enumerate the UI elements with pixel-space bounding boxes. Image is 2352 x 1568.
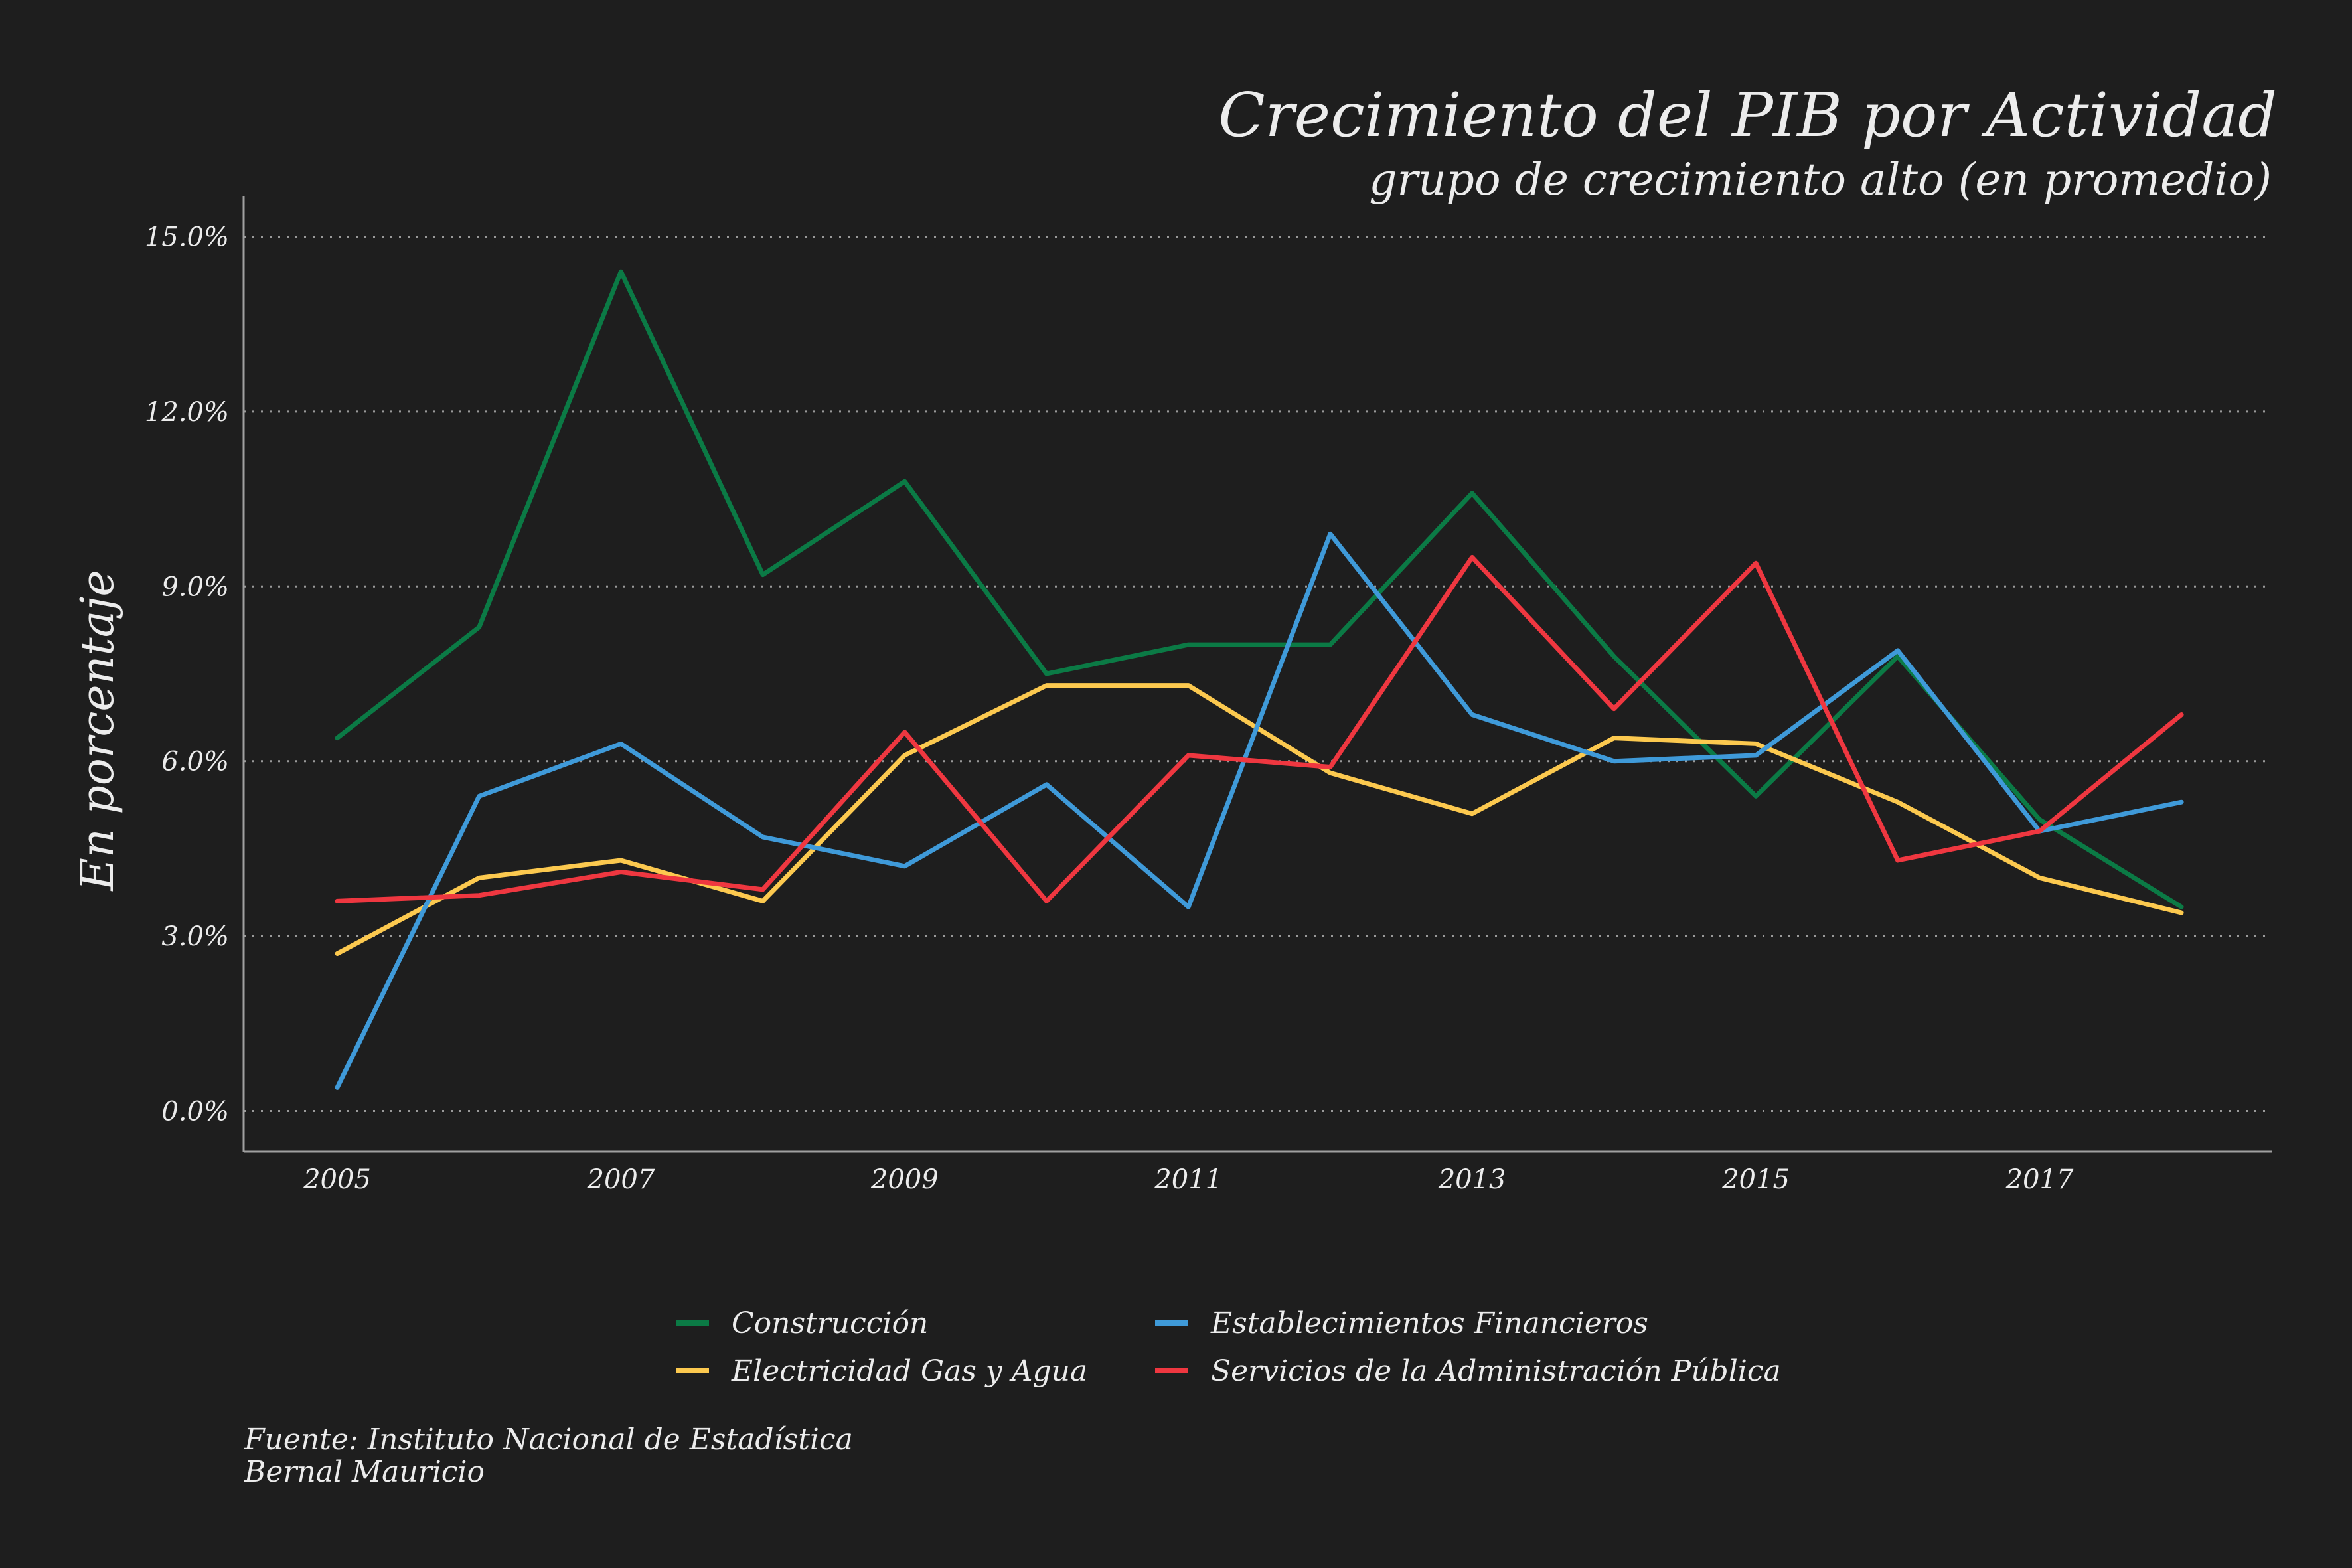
x-tick-label: 2005 xyxy=(303,1164,371,1195)
y-tick-labels: 0.0% 3.0% 6.0% 9.0% 12.0% 15.0% xyxy=(145,222,229,1127)
series-line-4 xyxy=(335,554,2184,903)
caption-author: Bernal Mauricio xyxy=(244,1455,485,1489)
x-tick-label: 2013 xyxy=(1438,1164,1506,1195)
axes xyxy=(242,196,2272,1153)
y-tick-label: 6.0% xyxy=(161,747,229,777)
x-tick-label: 2007 xyxy=(587,1164,655,1195)
y-tick-label: 15.0% xyxy=(145,222,229,252)
y-tick-label: 0.0% xyxy=(161,1097,229,1127)
legend: Construcción Electricidad Gas y Agua Estab… xyxy=(676,1306,1781,1388)
legend-label: Construcción xyxy=(732,1306,928,1340)
series-line-1 xyxy=(335,269,2184,909)
x-tick-label: 2015 xyxy=(1721,1164,1790,1195)
series-lines xyxy=(335,269,2184,1090)
legend-label: Servicios de la Administración Pública xyxy=(1211,1354,1781,1388)
series-line-2 xyxy=(335,683,2184,956)
legend-label: Establecimientos Financieros xyxy=(1210,1306,1648,1340)
chart-subtitle: grupo de crecimiento alto (en promedio) xyxy=(1369,154,2272,205)
x-tick-label: 2011 xyxy=(1154,1164,1222,1195)
legend-label: Electricidad Gas y Agua xyxy=(731,1354,1087,1388)
gridlines xyxy=(244,235,2272,1113)
chart-title: Crecimiento del PIB por Actividad xyxy=(1218,80,2277,151)
x-tick-labels: 2005 2007 2009 2011 2013 2015 2017 xyxy=(303,1164,2074,1195)
series-line-3 xyxy=(335,531,2184,1090)
x-tick-label: 2017 xyxy=(2005,1164,2074,1195)
y-tick-label: 9.0% xyxy=(161,572,229,602)
y-tick-label: 12.0% xyxy=(145,397,229,428)
caption-source: Fuente: Instituto Nacional de Estadístic… xyxy=(244,1423,853,1456)
x-tick-label: 2009 xyxy=(870,1164,939,1195)
y-tick-label: 3.0% xyxy=(161,921,229,952)
y-axis-label: En porcentaje xyxy=(72,570,124,892)
